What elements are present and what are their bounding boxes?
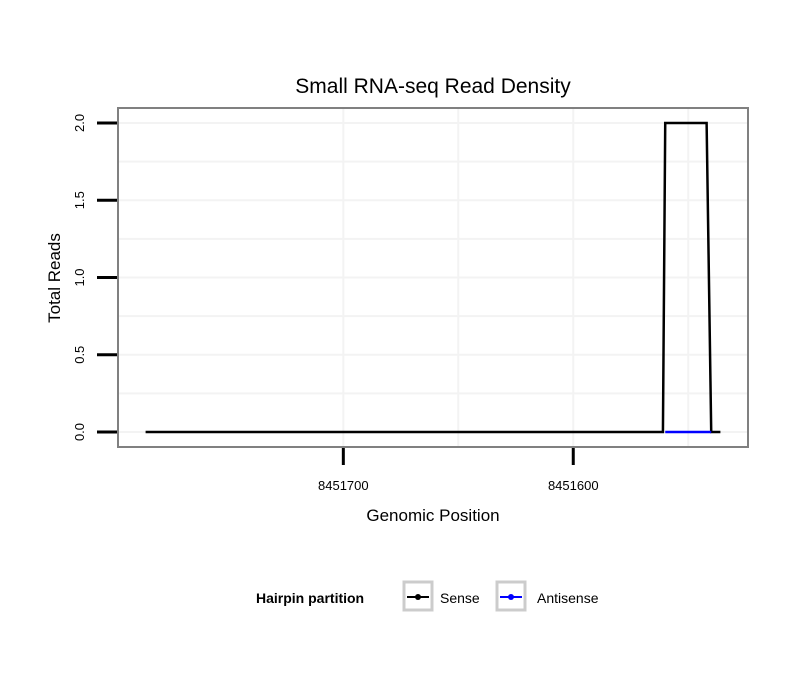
- series-layer: [145, 121, 721, 434]
- x-tick-label: 8451600: [548, 478, 599, 493]
- y-tick-label: 2.0: [72, 114, 87, 132]
- x-tick-label: 8451700: [318, 478, 369, 493]
- y-axis-label: Total Reads: [45, 233, 64, 323]
- axes: 0.0 0.5 1.0 1.5 2.0 8451700 8451600: [72, 114, 599, 493]
- y-tick-label: 1.0: [72, 268, 87, 286]
- legend-point-sense: [415, 594, 421, 600]
- legend-title: Hairpin partition: [256, 590, 364, 606]
- chart-title: Small RNA-seq Read Density: [295, 75, 571, 98]
- legend-label-sense: Sense: [440, 590, 480, 606]
- y-tick-label: 0.5: [72, 346, 87, 364]
- grid: [118, 108, 748, 447]
- legend-label-antisense: Antisense: [537, 590, 599, 606]
- series-line-sense: [145, 121, 721, 434]
- legend: Hairpin partition Sense Antisense: [256, 580, 599, 612]
- plot-panel: [117, 107, 749, 448]
- x-axis-label: Genomic Position: [366, 506, 499, 525]
- legend-point-antisense: [508, 594, 514, 600]
- y-tick-label: 0.0: [72, 423, 87, 441]
- y-tick-label: 1.5: [72, 191, 87, 209]
